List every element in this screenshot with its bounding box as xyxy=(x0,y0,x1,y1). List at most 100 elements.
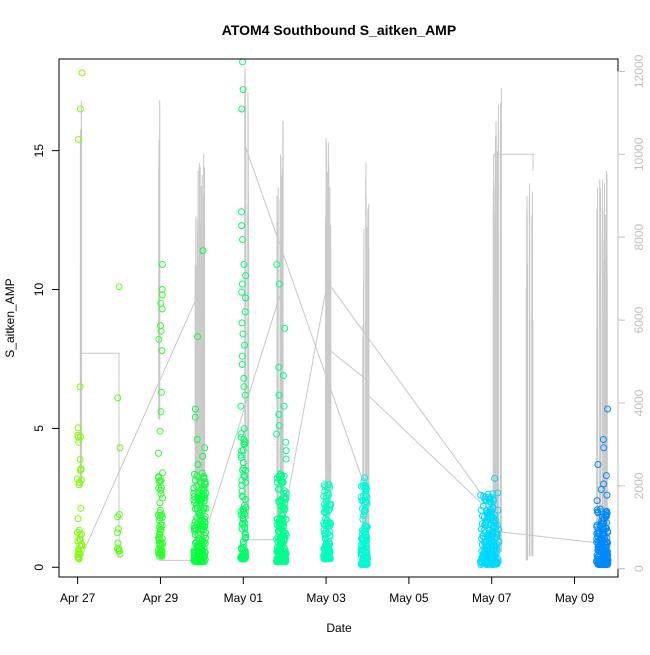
data-point xyxy=(241,341,248,349)
secondary-spike xyxy=(279,154,282,549)
data-point xyxy=(158,347,166,355)
data-point xyxy=(76,531,84,538)
data-point xyxy=(321,546,329,554)
data-point xyxy=(489,490,497,498)
data-point xyxy=(362,483,370,491)
data-point xyxy=(115,525,122,533)
data-point xyxy=(200,558,208,566)
data-point xyxy=(602,472,610,480)
data-point xyxy=(477,561,485,568)
data-point xyxy=(488,542,496,550)
data-point xyxy=(238,352,246,360)
data-point xyxy=(320,545,328,553)
data-point xyxy=(158,539,166,547)
data-point xyxy=(321,488,329,496)
data-point xyxy=(276,529,284,537)
data-point xyxy=(324,529,332,537)
secondary-spike xyxy=(247,92,250,520)
data-point xyxy=(599,524,607,532)
data-point xyxy=(362,525,370,533)
data-point xyxy=(489,527,497,535)
data-point xyxy=(194,531,202,539)
data-point xyxy=(239,58,247,66)
data-point xyxy=(78,542,86,550)
data-point xyxy=(488,535,496,543)
secondary-spike xyxy=(158,100,161,420)
data-point xyxy=(481,538,489,546)
secondary-connector xyxy=(495,530,606,545)
secondary-connector xyxy=(79,352,120,557)
y-tick-label: 10 xyxy=(32,283,46,297)
data-point xyxy=(322,549,330,557)
data-point xyxy=(486,495,494,503)
data-point xyxy=(362,536,370,544)
data-point xyxy=(277,536,285,544)
y2-tick-label: 0 xyxy=(632,565,646,572)
data-point xyxy=(282,555,289,563)
data-point xyxy=(361,528,369,536)
data-point xyxy=(240,425,248,433)
y2-tick-label: 4000 xyxy=(632,389,646,416)
secondary-connector xyxy=(280,278,329,536)
data-point xyxy=(478,512,486,520)
data-point xyxy=(242,272,250,280)
data-point xyxy=(603,551,611,559)
data-point xyxy=(594,509,602,517)
data-point xyxy=(593,551,601,559)
data-point xyxy=(77,466,85,474)
data-point xyxy=(275,363,283,371)
data-point xyxy=(322,539,330,547)
data-point xyxy=(242,467,249,474)
data-point xyxy=(322,502,330,510)
data-point xyxy=(237,511,245,519)
secondary-connector xyxy=(367,394,499,520)
data-point xyxy=(237,430,245,438)
secondary-spike xyxy=(596,187,599,561)
data-point xyxy=(114,529,121,537)
secondary-spike xyxy=(200,174,203,557)
data-point xyxy=(482,518,490,526)
data-point xyxy=(202,529,210,537)
data-point xyxy=(241,391,249,399)
secondary-spike xyxy=(276,187,279,557)
chart-title: ATOM4 Southbound S_aitken_AMP xyxy=(222,22,456,38)
data-point xyxy=(326,555,334,563)
data-point xyxy=(600,531,608,539)
secondary-spike xyxy=(496,104,499,557)
data-points xyxy=(73,58,612,568)
data-point xyxy=(193,472,201,480)
secondary-spike xyxy=(528,183,531,557)
data-point xyxy=(489,503,497,511)
data-point xyxy=(278,478,286,486)
data-point xyxy=(320,526,328,534)
y-tick-label: 5 xyxy=(32,425,46,432)
data-point xyxy=(478,557,486,565)
data-point xyxy=(157,526,164,534)
data-point xyxy=(75,526,83,534)
data-point xyxy=(237,433,245,441)
data-point xyxy=(196,512,204,519)
secondary-spike xyxy=(599,179,602,557)
data-point xyxy=(158,552,166,560)
data-point xyxy=(193,501,201,509)
data-point xyxy=(238,105,246,113)
data-point xyxy=(603,491,611,499)
data-point xyxy=(238,361,246,368)
data-point xyxy=(201,548,209,556)
data-point xyxy=(494,489,502,497)
data-point xyxy=(157,511,164,519)
data-point xyxy=(357,493,365,501)
data-point xyxy=(275,280,283,288)
data-point xyxy=(477,491,485,499)
data-point xyxy=(602,508,610,516)
data-point xyxy=(156,427,164,435)
data-point xyxy=(593,497,601,505)
data-point xyxy=(238,319,246,327)
data-point xyxy=(599,543,606,551)
data-point xyxy=(200,544,208,552)
data-point xyxy=(599,529,607,537)
data-point xyxy=(239,538,247,546)
data-point xyxy=(239,86,247,94)
data-point xyxy=(240,550,248,558)
data-point xyxy=(194,547,202,555)
